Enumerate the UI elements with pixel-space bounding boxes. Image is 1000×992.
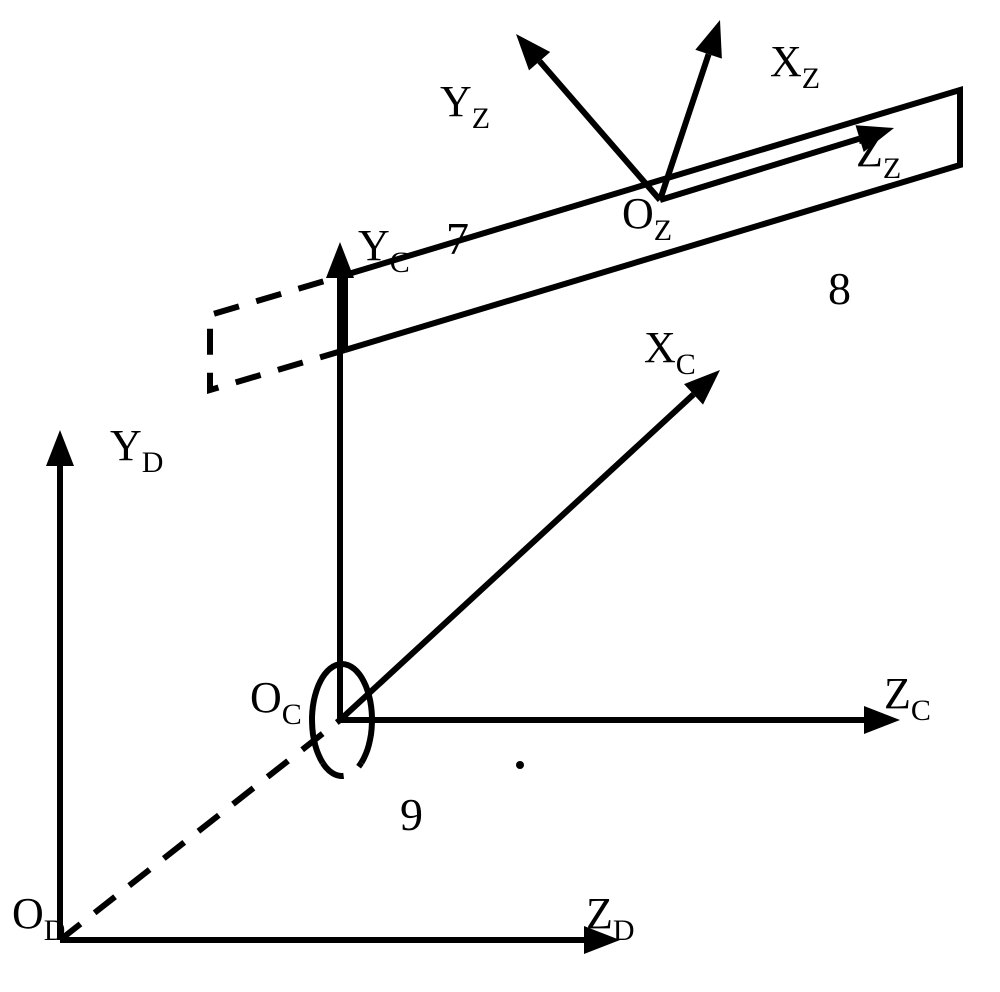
number-label-n9: 9	[400, 789, 423, 840]
label-ZZ: ZZ	[856, 127, 901, 185]
label-XC: XC	[644, 323, 696, 381]
disc-back	[323, 763, 362, 776]
label-YZ: YZ	[440, 77, 490, 135]
axis-YD-arrowhead	[46, 430, 74, 466]
axis-XZ-arrowhead	[695, 20, 722, 59]
axis-XC	[340, 394, 694, 720]
stray-dot	[516, 761, 524, 769]
label-XZ: XZ	[770, 37, 820, 95]
axis-XZ	[660, 54, 709, 200]
label-OC: OC	[250, 673, 302, 731]
line-OD-OC	[60, 720, 340, 940]
axis-YZ	[540, 61, 660, 200]
axis-YC-arrowhead	[326, 242, 354, 278]
number-label-n7: 7	[446, 213, 469, 264]
label-YD: YD	[110, 421, 163, 479]
bar-dashed	[210, 275, 345, 390]
coordinate-diagram: ODYDZDOCYCXCZCOZYZXZZZ789	[0, 0, 1000, 992]
number-label-n8: 8	[828, 263, 851, 314]
